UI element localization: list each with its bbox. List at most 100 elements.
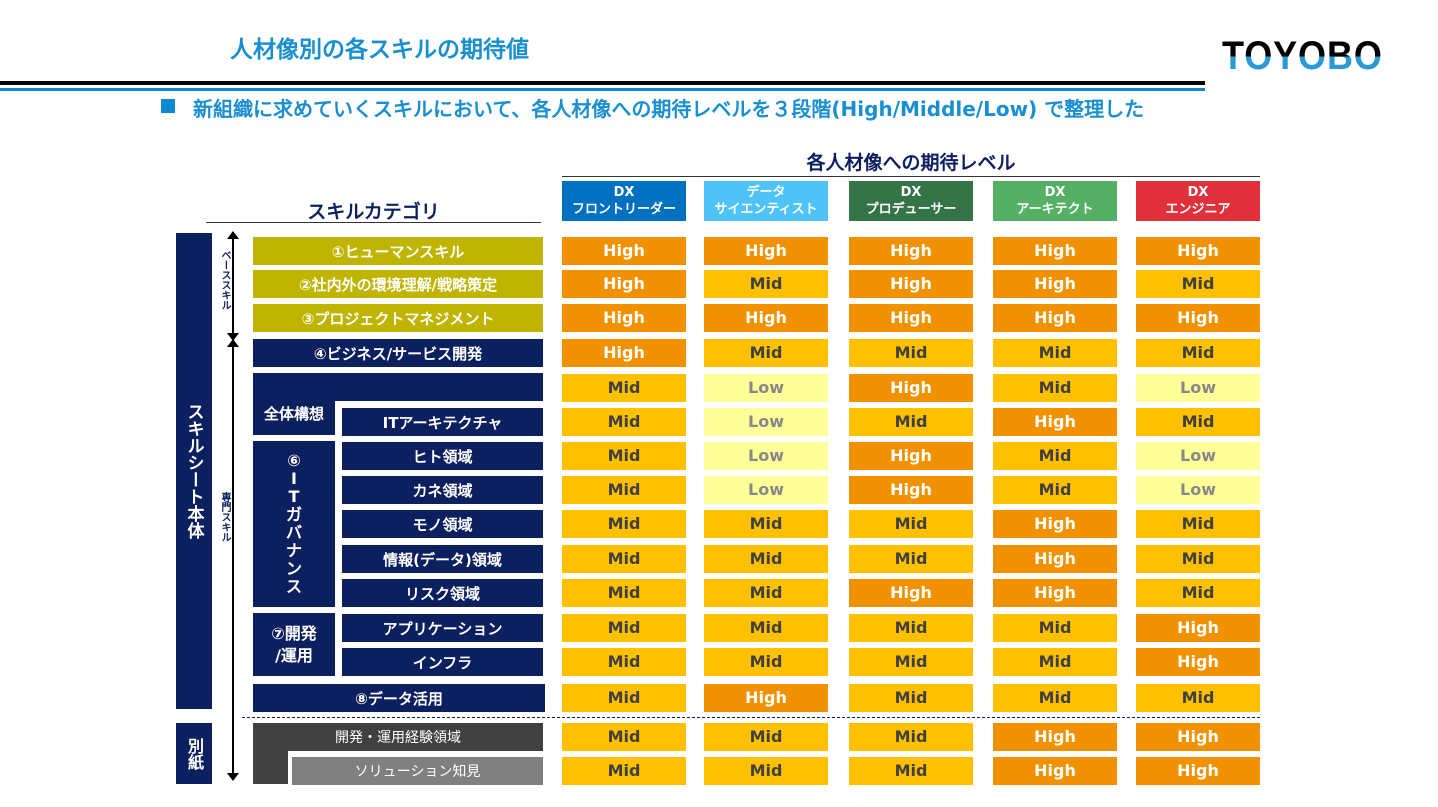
- level-cell-high: High: [562, 270, 686, 298]
- level-cell-mid: Mid: [993, 339, 1117, 367]
- bullet-square-icon: [161, 99, 175, 113]
- skill-category-label: ④ビジネス/サービス開発: [253, 339, 543, 367]
- special-skill-arrow: [232, 345, 234, 775]
- skill-category-label: 情報(データ)領域: [342, 545, 543, 573]
- level-cell-high: High: [704, 237, 828, 265]
- column-header: DX フロントリーダー: [562, 181, 686, 221]
- level-cell-low: Low: [1136, 476, 1260, 504]
- arrow-down-icon: [227, 773, 239, 781]
- level-cell-high: High: [849, 442, 973, 470]
- group-it-governance: ⑥ I T ガ バ ナ ン ス: [253, 441, 335, 607]
- side-label-appendix-text: 別紙: [185, 737, 204, 770]
- level-cell-high: High: [1136, 237, 1260, 265]
- category-title-underline: [206, 222, 541, 223]
- special-skill-label: 専門スキル: [219, 492, 230, 542]
- level-cell-high: High: [704, 684, 828, 712]
- level-cell-mid: Mid: [562, 579, 686, 607]
- level-cell-mid: Mid: [704, 510, 828, 538]
- level-cell-high: High: [849, 237, 973, 265]
- level-cell-mid: Mid: [993, 442, 1117, 470]
- level-cell-mid: Mid: [849, 545, 973, 573]
- column-header: DX エンジニア: [1136, 181, 1260, 221]
- level-cell-mid: Mid: [704, 545, 828, 573]
- skill-category-label: インフラ: [342, 648, 543, 676]
- level-cell-mid: Mid: [1136, 510, 1260, 538]
- column-header-line1: DX: [1044, 185, 1066, 200]
- level-cell-mid: Mid: [993, 374, 1117, 402]
- page-title: 人材像別の各スキルの期待値: [230, 37, 529, 63]
- skill-category-label: ②社内外の環境理解/戦略策定: [253, 270, 543, 298]
- level-cell-mid: Mid: [704, 579, 828, 607]
- column-header-line1: データ: [746, 185, 786, 200]
- level-cell-mid: Mid: [562, 648, 686, 676]
- column-header-line1: DX: [1187, 185, 1209, 200]
- level-cell-high: High: [1136, 304, 1260, 332]
- base-skill-arrow: [232, 238, 234, 337]
- level-cell-high: High: [1136, 648, 1260, 676]
- level-cell-mid: Mid: [849, 684, 973, 712]
- level-cell-high: High: [993, 304, 1117, 332]
- level-cell-high: High: [849, 270, 973, 298]
- skill-category-label: ソリューション知見: [292, 757, 543, 785]
- header-divider-black: [0, 81, 1205, 85]
- level-cell-low: Low: [704, 408, 828, 436]
- level-cell-mid: Mid: [562, 442, 686, 470]
- arrow-up-icon: [227, 339, 239, 347]
- level-cell-mid: Mid: [704, 339, 828, 367]
- level-cell-mid: Mid: [704, 270, 828, 298]
- level-cell-mid: Mid: [993, 476, 1117, 504]
- level-cell-high: High: [849, 304, 973, 332]
- side-label-main: スキルシート本体: [176, 233, 212, 709]
- group-dx-concept-bar: [253, 373, 543, 401]
- level-cell-mid: Mid: [849, 614, 973, 642]
- level-cell-mid: Mid: [849, 723, 973, 751]
- lead-text: 新組織に求めていくスキルにおいて、各人材像への期待レベルを３段階(High/Mi…: [193, 97, 1145, 121]
- level-cell-mid: Mid: [562, 408, 686, 436]
- level-cell-mid: Mid: [1136, 684, 1260, 712]
- level-cell-low: Low: [704, 442, 828, 470]
- level-title-underline: [562, 176, 1260, 177]
- level-cell-high: High: [849, 579, 973, 607]
- category-title: スキルカテゴリ: [307, 201, 440, 223]
- level-cell-high: High: [562, 339, 686, 367]
- skill-category-label: ヒト領域: [342, 442, 543, 470]
- level-cell-high: High: [1136, 614, 1260, 642]
- level-cell-high: High: [993, 545, 1117, 573]
- group-dev-ops: ⑦開発 /運用: [253, 613, 335, 676]
- level-cell-mid: Mid: [562, 723, 686, 751]
- level-cell-mid: Mid: [562, 545, 686, 573]
- skill-category-label: 開発・運用経験領域: [253, 723, 543, 751]
- level-cell-mid: Mid: [1136, 579, 1260, 607]
- level-cell-mid: Mid: [849, 408, 973, 436]
- skill-category-label: カネ領域: [342, 476, 543, 504]
- level-cell-high: High: [993, 237, 1117, 265]
- level-cell-mid: Mid: [1136, 408, 1260, 436]
- level-cell-mid: Mid: [562, 510, 686, 538]
- column-header-line2: エンジニア: [1165, 202, 1231, 217]
- side-label-main-text: スキルシート本体: [183, 403, 204, 539]
- level-cell-high: High: [1136, 757, 1260, 785]
- level-cell-mid: Mid: [704, 723, 828, 751]
- level-cell-high: High: [993, 270, 1117, 298]
- level-cell-mid: Mid: [993, 614, 1117, 642]
- level-cell-mid: Mid: [849, 648, 973, 676]
- column-header: DX アーキテクト: [993, 181, 1117, 221]
- level-cell-mid: Mid: [993, 684, 1117, 712]
- column-header-line2: サイエンティスト: [714, 202, 818, 217]
- level-cell-high: High: [849, 476, 973, 504]
- skill-category-label: リスク領域: [342, 579, 543, 607]
- toyobo-logo: TOYOBO: [1222, 34, 1383, 78]
- level-cell-mid: Mid: [849, 339, 973, 367]
- level-cell-mid: Mid: [704, 648, 828, 676]
- column-header-line1: DX: [900, 185, 922, 200]
- level-cell-high: High: [993, 510, 1117, 538]
- level-cell-high: High: [993, 757, 1117, 785]
- level-cell-mid: Mid: [1136, 270, 1260, 298]
- skill-category-label: ⑧データ活用: [253, 684, 545, 712]
- level-cell-mid: Mid: [704, 757, 828, 785]
- column-header-line2: プロデューサー: [865, 202, 957, 217]
- level-cell-high: High: [993, 723, 1117, 751]
- level-cell-high: High: [1136, 723, 1260, 751]
- level-cell-mid: Mid: [993, 648, 1117, 676]
- header-divider-blue: [0, 88, 1205, 91]
